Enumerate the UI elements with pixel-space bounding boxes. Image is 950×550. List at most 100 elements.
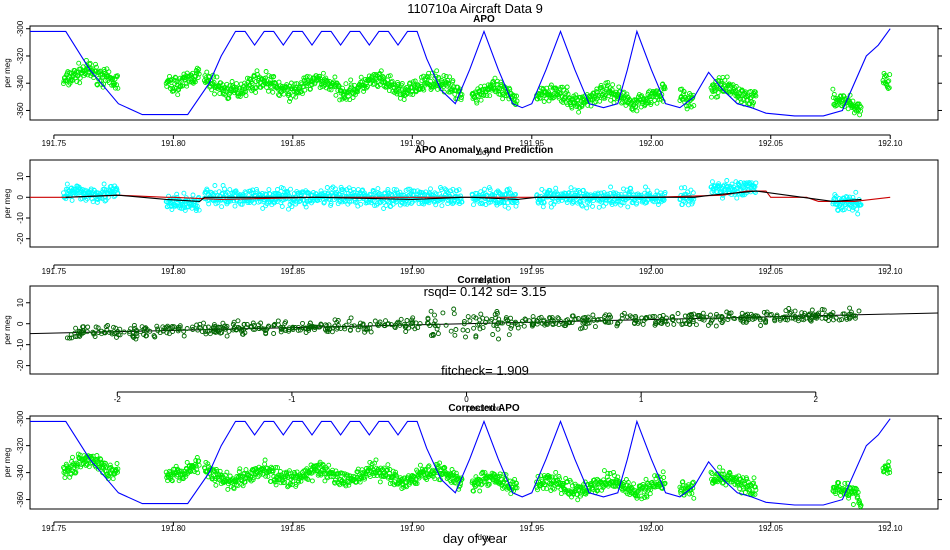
- data-point: [661, 475, 667, 480]
- x-tick-label: 192.10: [878, 524, 903, 533]
- data-point: [459, 199, 465, 205]
- data-point: [223, 86, 229, 92]
- data-point: [275, 187, 280, 192]
- data-point: [709, 179, 715, 185]
- y-tick-label: -10: [16, 338, 25, 350]
- data-point: [402, 201, 408, 207]
- data-point: [270, 89, 276, 95]
- data-point: [288, 186, 293, 192]
- data-point: [596, 204, 602, 210]
- x-tick-label: 192.05: [759, 139, 784, 148]
- data-point: [386, 88, 392, 94]
- x-tick-label: 191.75: [42, 139, 67, 148]
- data-point: [887, 72, 893, 78]
- data-point: [738, 96, 744, 102]
- data-point: [471, 202, 476, 208]
- data-point: [176, 87, 182, 93]
- data-point: [654, 100, 660, 106]
- data-point: [181, 333, 187, 339]
- data-point: [688, 187, 694, 193]
- data-point: [512, 93, 518, 99]
- data-point: [478, 311, 484, 317]
- data-point: [453, 327, 459, 332]
- data-point: [73, 190, 79, 196]
- data-point: [103, 194, 108, 200]
- data-point: [566, 190, 572, 196]
- data-point: [480, 201, 486, 207]
- data-point: [644, 100, 649, 106]
- data-point: [691, 495, 697, 501]
- data-point: [459, 92, 465, 98]
- x-axis-label: doy: [478, 533, 491, 542]
- data-point: [239, 201, 245, 207]
- data-point: [103, 78, 108, 84]
- data-point: [467, 318, 473, 324]
- data-point: [246, 83, 252, 89]
- data-point: [886, 85, 892, 91]
- data-point: [556, 198, 562, 204]
- y-tick-label: 10: [16, 298, 25, 307]
- data-point: [634, 108, 640, 114]
- data-point: [856, 308, 862, 314]
- data-point: [266, 88, 271, 94]
- data-point: [263, 75, 269, 81]
- data-point: [758, 323, 764, 328]
- data-point: [484, 93, 490, 99]
- data-point: [235, 93, 241, 99]
- data-point: [368, 329, 374, 335]
- y-tick-label: -340: [16, 75, 25, 92]
- data-point: [678, 185, 684, 191]
- data-point: [445, 201, 451, 207]
- x-tick-label: 2: [814, 395, 819, 404]
- data-point: [569, 105, 575, 111]
- x-tick-label: 191.95: [520, 267, 545, 276]
- data-point: [435, 331, 441, 337]
- data-point: [446, 198, 452, 204]
- data-point: [819, 315, 825, 321]
- data-point: [264, 192, 270, 198]
- data-point: [387, 204, 393, 210]
- data-point: [847, 305, 853, 311]
- x-tick-label: 191.95: [520, 524, 545, 533]
- data-point: [557, 90, 562, 96]
- data-point: [426, 200, 432, 206]
- data-point: [263, 69, 269, 74]
- data-point: [390, 82, 396, 88]
- correlation-stats: rsqd= 0.142 sd= 3.15: [424, 284, 547, 299]
- data-point: [722, 77, 728, 83]
- data-point: [604, 85, 610, 91]
- data-point: [416, 201, 422, 207]
- y-tick-label: 0: [16, 321, 25, 326]
- x-axis-label: doy: [478, 276, 491, 285]
- data-point: [850, 207, 855, 213]
- data-point: [564, 89, 570, 95]
- data-point: [182, 207, 188, 213]
- x-tick-label: 192.10: [878, 139, 903, 148]
- data-point: [372, 318, 378, 324]
- data-point: [115, 85, 121, 91]
- data-point: [451, 306, 457, 312]
- data-point: [713, 323, 719, 329]
- data-point: [428, 78, 433, 84]
- data-point: [237, 466, 243, 472]
- data-point: [709, 94, 714, 100]
- data-point: [514, 200, 520, 206]
- data-point: [711, 83, 717, 89]
- data-point: [288, 96, 293, 102]
- data-point: [458, 97, 464, 103]
- data-point: [713, 79, 719, 84]
- x-tick-label: 191.75: [42, 267, 67, 276]
- data-point: [89, 196, 95, 202]
- data-point: [708, 312, 713, 318]
- data-point: [473, 98, 479, 104]
- panel-title: Correlation: [457, 275, 510, 286]
- data-point: [375, 186, 381, 192]
- data-point: [403, 329, 409, 334]
- data-point: [115, 73, 120, 79]
- data-point: [625, 204, 631, 210]
- data-point: [229, 79, 235, 84]
- data-point: [304, 83, 310, 89]
- data-point: [219, 85, 225, 91]
- data-point: [404, 318, 410, 323]
